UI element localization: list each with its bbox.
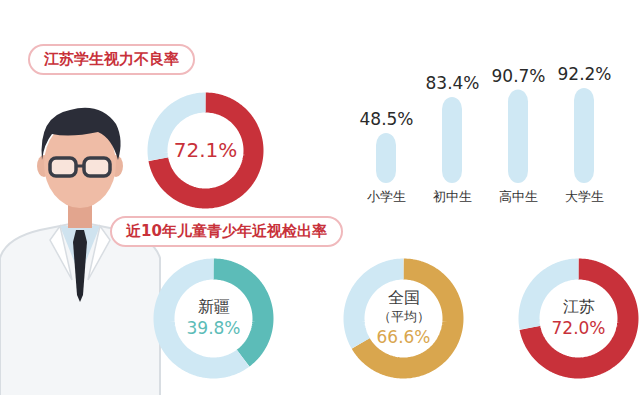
- svg-text:90.7%: 90.7%: [491, 66, 545, 86]
- html-text:江苏学生视力不良率: 江苏学生视力不良率: [44, 50, 179, 68]
- svg-text:小学生: 小学生: [367, 189, 406, 204]
- svg-text:全国: 全国: [388, 288, 420, 307]
- svg-text:（平均）: （平均）: [378, 309, 430, 324]
- svg-text:92.2%: 92.2%: [557, 64, 611, 84]
- svg-text:48.5%: 48.5%: [359, 109, 413, 129]
- svg-text:新疆: 新疆: [198, 297, 230, 316]
- html-text:近10年儿童青少年近视检出率: 近10年儿童青少年近视检出率: [126, 222, 327, 240]
- svg-text:江苏: 江苏: [563, 297, 595, 316]
- svg-text:大学生: 大学生: [565, 189, 604, 204]
- svg-text:72.0%: 72.0%: [551, 318, 605, 338]
- svg-text:72.1%: 72.1%: [174, 138, 238, 162]
- svg-text:高中生: 高中生: [499, 189, 538, 204]
- svg-text:39.8%: 39.8%: [186, 318, 240, 338]
- svg-text:初中生: 初中生: [433, 189, 472, 204]
- svg-text:66.6%: 66.6%: [376, 327, 430, 347]
- svg-text:83.4%: 83.4%: [425, 73, 479, 93]
